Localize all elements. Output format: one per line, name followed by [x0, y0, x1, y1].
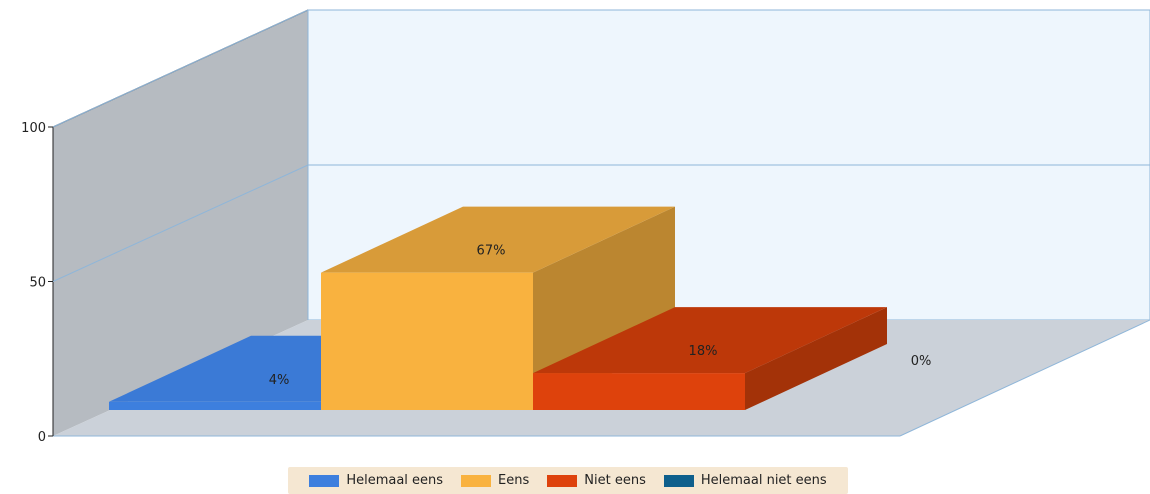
y-tick-label: 50 — [29, 276, 46, 291]
label-layer: 4% 67% 18% 0% — [269, 244, 932, 388]
legend-swatch — [461, 474, 492, 487]
data-label-0: 4% — [269, 373, 290, 388]
grid-layer — [52, 9, 1150, 282]
legend-label: Eens — [498, 473, 530, 488]
bar-front-2 — [533, 373, 745, 410]
y-tick-label: 0 — [38, 430, 46, 445]
legend-item-helemaal-eens[interactable]: Helemaal eens — [309, 473, 443, 488]
floor-right-edge — [899, 319, 1150, 437]
legend-label: Niet eens — [584, 473, 646, 488]
data-label-1: 67% — [477, 244, 506, 259]
legend-item-helemaal-niet-eens[interactable]: Helemaal niet eens — [663, 473, 827, 488]
legend-label: Helemaal eens — [346, 473, 444, 488]
legend: Helemaal eens Eens Niet eens Helemaal ni… — [288, 467, 848, 494]
tick-layer: 0 50 100 — [21, 121, 53, 445]
bar-layer — [109, 206, 887, 410]
legend-item-niet-eens[interactable]: Niet eens — [547, 473, 646, 488]
legend-item-eens[interactable]: Eens — [461, 473, 529, 488]
gridline-side — [52, 9, 309, 128]
data-label-2: 18% — [689, 344, 718, 359]
bar-top-1 — [321, 206, 675, 273]
legend-swatch — [309, 474, 340, 487]
bar-top-2 — [533, 307, 887, 374]
bar-front-1 — [321, 272, 533, 410]
legend-swatch — [663, 474, 694, 487]
gridline-side — [52, 164, 309, 282]
legend-label: Helemaal niet eens — [700, 473, 827, 488]
y-tick-label: 100 — [21, 121, 46, 136]
legend-swatch — [547, 474, 578, 487]
bar-side-2 — [745, 307, 887, 410]
bar-front-0 — [109, 401, 321, 410]
data-label-3: 0% — [911, 354, 932, 369]
